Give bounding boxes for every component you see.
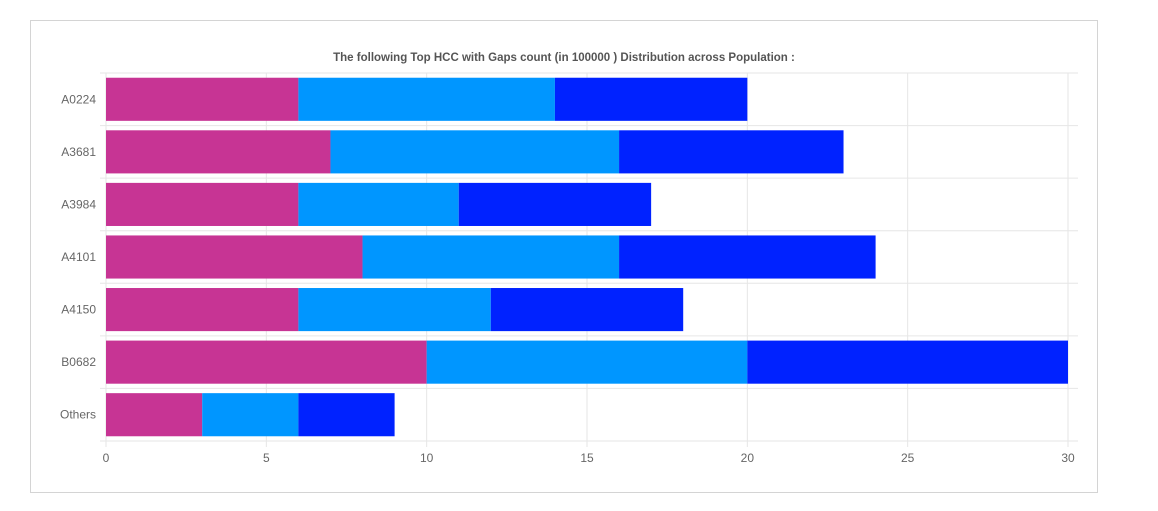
chart-title: The following Top HCC with Gaps count (i… bbox=[333, 52, 795, 64]
bar-a3984-segment-1[interactable] bbox=[106, 182, 299, 226]
bar-a4101-segment-3[interactable] bbox=[619, 235, 876, 279]
bar-a0224-segment-2[interactable] bbox=[298, 77, 555, 121]
x-tick-label: 0 bbox=[103, 451, 110, 465]
bar-b0682-segment-2[interactable] bbox=[426, 340, 748, 384]
bar-a0224-segment-3[interactable] bbox=[554, 77, 748, 121]
bar-b0682-segment-1[interactable] bbox=[106, 340, 427, 384]
bar-a3681-segment-2[interactable] bbox=[330, 130, 620, 174]
x-tick-label: 30 bbox=[1061, 451, 1075, 465]
x-tick-label: 20 bbox=[741, 451, 755, 465]
y-tick-label: A3984 bbox=[61, 197, 96, 211]
bar-a3984-segment-2[interactable] bbox=[298, 182, 459, 226]
x-tick-label: 10 bbox=[420, 451, 434, 465]
x-tick-label: 5 bbox=[263, 451, 270, 465]
y-tick-label: A3681 bbox=[61, 145, 96, 159]
bar-a4150-segment-1[interactable] bbox=[106, 288, 299, 332]
bar-a0224-segment-1[interactable] bbox=[106, 77, 299, 121]
grid bbox=[100, 72, 1078, 447]
bar-a4101-segment-2[interactable] bbox=[362, 235, 620, 279]
x-tick-label: 25 bbox=[901, 451, 915, 465]
bar-a4150-segment-3[interactable] bbox=[490, 288, 684, 332]
y-axis-labels: A0224 A3681 A3984 A4101 A4150 B0682 Others bbox=[60, 92, 96, 421]
bar-others-segment-3[interactable] bbox=[298, 393, 395, 437]
x-tick-label: 15 bbox=[580, 451, 594, 465]
bars bbox=[106, 77, 1068, 437]
bar-b0682-segment-3[interactable] bbox=[747, 340, 1068, 384]
y-tick-label: A0224 bbox=[61, 92, 96, 106]
bar-others-segment-2[interactable] bbox=[202, 393, 299, 437]
x-axis-labels: 0 5 10 15 20 25 30 bbox=[103, 451, 1075, 465]
bar-a3984-segment-3[interactable] bbox=[458, 182, 652, 226]
y-tick-label: A4101 bbox=[61, 250, 96, 264]
bar-a4150-segment-2[interactable] bbox=[298, 288, 491, 332]
bar-a3681-segment-3[interactable] bbox=[619, 130, 844, 174]
bar-a4101-segment-1[interactable] bbox=[106, 235, 363, 279]
y-tick-label: Others bbox=[60, 408, 96, 422]
bar-a3681-segment-1[interactable] bbox=[106, 130, 331, 174]
y-tick-label: A4150 bbox=[61, 303, 96, 317]
bar-others-segment-1[interactable] bbox=[106, 393, 203, 437]
y-tick-label: B0682 bbox=[61, 355, 96, 369]
